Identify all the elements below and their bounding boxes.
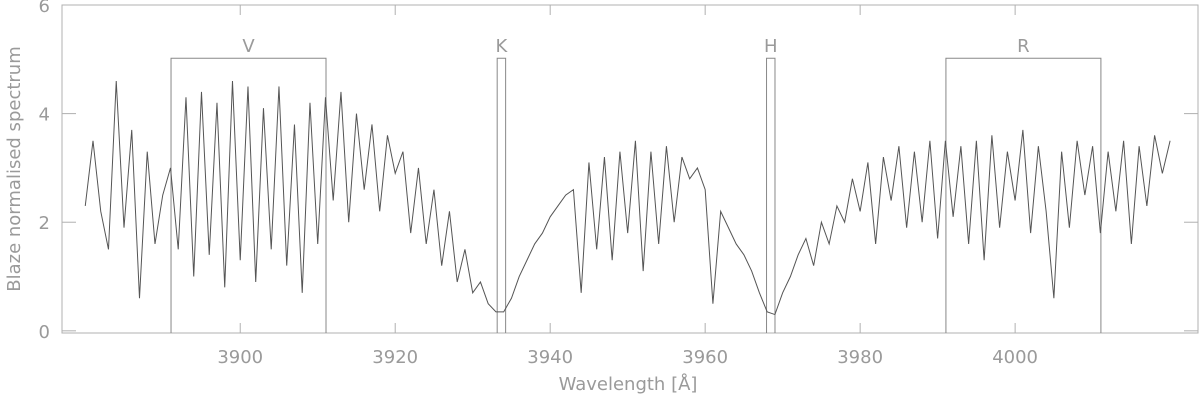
bandpass	[766, 57, 776, 333]
y-axis-label: Blaze normalised spectrum	[4, 46, 25, 291]
x-tick-label: 4000	[992, 347, 1038, 368]
band-label: K	[495, 36, 508, 57]
bandpass	[945, 57, 1102, 333]
bandpass	[496, 57, 507, 333]
y-tick-label: 0	[39, 322, 50, 343]
band-label: R	[1017, 36, 1030, 57]
x-tick-label: 3920	[372, 347, 418, 368]
x-tick-label: 3960	[682, 347, 728, 368]
y-tick-label: 2	[39, 213, 50, 234]
x-tick-label: 3940	[527, 347, 573, 368]
y-tick-label: 4	[39, 105, 50, 126]
bandpass	[170, 57, 327, 333]
x-tick-label: 3900	[217, 347, 263, 368]
plot-frame	[61, 4, 1199, 334]
y-tick-label: 6	[39, 0, 50, 17]
band-label: V	[242, 36, 255, 57]
x-tick-label: 3980	[837, 347, 883, 368]
spectrum-line	[84, 81, 1171, 316]
x-axis-label: Wavelength [Å]	[559, 373, 698, 395]
band-label: H	[764, 36, 778, 57]
